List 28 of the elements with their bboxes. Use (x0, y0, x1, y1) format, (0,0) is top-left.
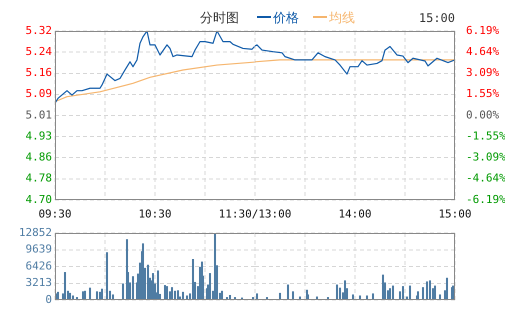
x-tick-label: 14:00 (338, 207, 372, 220)
text: 4.64% (466, 44, 500, 58)
chart-title: 分时图 (200, 11, 239, 26)
y-tick-label: 5.24 (26, 44, 52, 58)
text: 6.19% (466, 24, 500, 37)
y-tick-label: 5.09 (26, 87, 52, 100)
text: 0.00% (466, 108, 500, 122)
x-tick-label: 10:30 (138, 207, 172, 220)
y-tick-label: 5.32 (26, 24, 52, 37)
text: 15:00 (418, 11, 455, 25)
y-tick-label: 12852 (18, 226, 52, 239)
y-tick-label: 0 (45, 292, 52, 306)
legend-label: 均线 (328, 11, 355, 26)
x-tick-label: 15:00 (438, 207, 472, 220)
x-tick-label: 11:30/13:00 (218, 207, 292, 220)
y-tick-label: 4.86 (26, 150, 52, 164)
y-tick-label: 6426 (26, 259, 52, 272)
y-tick-label: 3213 (26, 276, 52, 290)
y-tick-label: 4.78 (26, 172, 52, 185)
y-tick-label: 5.16 (26, 66, 52, 80)
legend-label: 价格 (272, 11, 299, 26)
y-tick-label: 5.01 (26, 108, 52, 122)
y-tick-label: 4.70 (26, 192, 52, 206)
y-tick-label: 4.93 (26, 129, 52, 142)
x-tick-label: 09:30 (38, 207, 72, 220)
text: 1.55% (466, 87, 500, 100)
text: 3.09% (466, 66, 500, 80)
y-tick-label: 9639 (26, 242, 52, 256)
